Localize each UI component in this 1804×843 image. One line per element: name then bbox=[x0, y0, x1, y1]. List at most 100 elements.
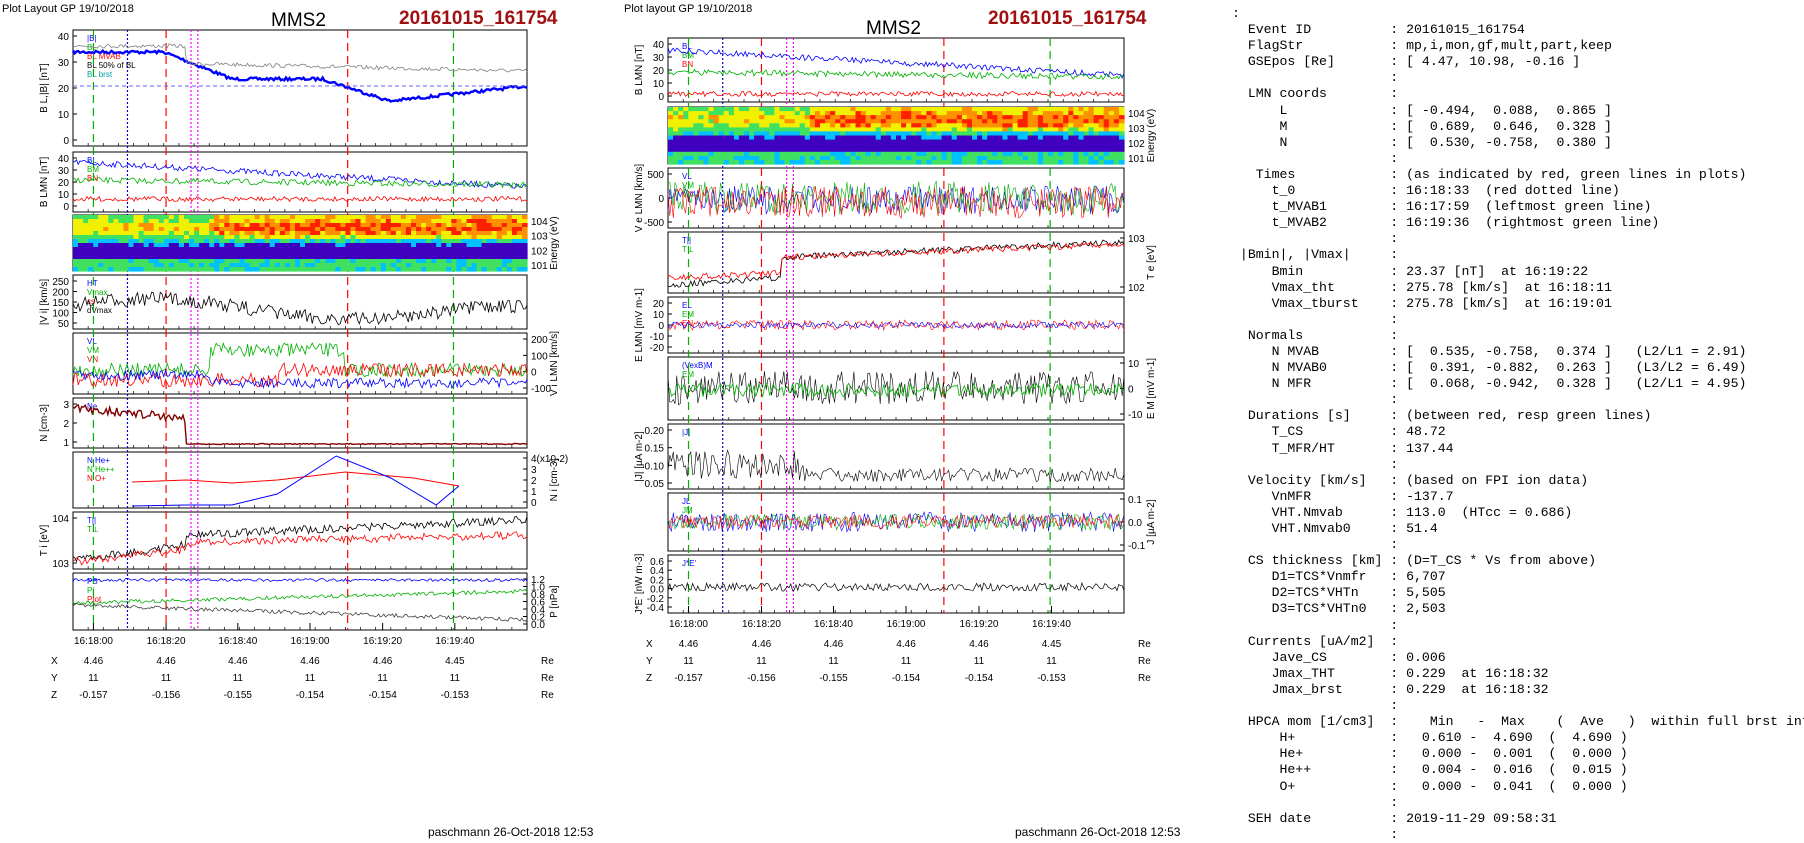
ion-spectrogram-cell bbox=[511, 255, 518, 260]
ion-spectrogram-cell bbox=[113, 259, 119, 264]
ion-spectrogram-cell bbox=[456, 239, 462, 244]
electron-spectrogram-cell bbox=[1017, 151, 1024, 157]
electron-spectrogram-cell bbox=[1037, 155, 1044, 161]
electron-spectrogram-cell bbox=[738, 127, 745, 133]
ion-spectrogram-cell bbox=[416, 215, 422, 220]
electron-spectrogram-cell bbox=[728, 119, 735, 124]
electron-spectrogram-cell bbox=[1118, 123, 1125, 128]
ion-spectrogram-cell bbox=[123, 215, 129, 220]
electron-spectrogram-cell bbox=[966, 159, 973, 165]
ion-spectrogram-cell bbox=[163, 255, 170, 260]
ion-spectrogram-cell bbox=[93, 215, 99, 220]
electron-spectrogram-cell bbox=[987, 111, 993, 116]
electron-spectrogram-cell bbox=[901, 155, 907, 161]
ion-spectrogram-cell bbox=[441, 231, 447, 236]
ion-spectrogram-cell bbox=[209, 243, 215, 248]
electron-spectrogram-cell bbox=[901, 115, 907, 120]
ion-spectrogram-cell bbox=[234, 267, 240, 272]
electron-spectrogram-cell bbox=[1002, 107, 1009, 112]
ion-spectrogram-cell bbox=[143, 235, 150, 240]
electron-spectrogram-cell bbox=[896, 107, 902, 112]
electron-spectrogram-cell bbox=[1048, 127, 1054, 133]
electron-spectrogram-cell bbox=[683, 123, 689, 128]
panel-frame bbox=[72, 511, 528, 570]
ion-spectrogram-cell bbox=[93, 251, 99, 256]
electron-spectrogram-cell bbox=[916, 147, 922, 153]
ion-spectrogram-cell bbox=[421, 259, 427, 264]
ion-spectrogram-cell bbox=[446, 259, 452, 264]
electron-spectrogram-cell bbox=[901, 159, 907, 165]
electron-spectrogram-cell bbox=[814, 135, 821, 141]
ion-spectrogram-cell bbox=[128, 223, 135, 228]
y-tick-label: 250 bbox=[52, 277, 69, 288]
electron-spectrogram-cell bbox=[885, 119, 892, 124]
electron-spectrogram-cell bbox=[936, 155, 943, 161]
ion-spectrogram-cell bbox=[128, 215, 135, 220]
electron-spectrogram-cell bbox=[896, 155, 902, 161]
ion-spectrogram-cell bbox=[128, 219, 135, 224]
electron-spectrogram-cell bbox=[1017, 107, 1024, 112]
ion-spectrogram-cell bbox=[289, 255, 296, 260]
electron-spectrogram-cell bbox=[1032, 151, 1039, 157]
ion-spectrogram-cell bbox=[133, 239, 140, 244]
ion-spectrogram-cell bbox=[148, 243, 155, 248]
ion-spectrogram-cell bbox=[355, 243, 362, 248]
legend-entry: T|| bbox=[87, 516, 96, 525]
electron-spectrogram-cell bbox=[733, 123, 740, 128]
ion-spectrogram-cell bbox=[325, 267, 331, 272]
electron-spectrogram-cell bbox=[1032, 155, 1039, 161]
electron-spectrogram-cell bbox=[890, 111, 897, 116]
ion-spectrogram-cell bbox=[320, 239, 326, 244]
electron-spectrogram-cell bbox=[931, 147, 938, 153]
electron-spectrogram-cell bbox=[749, 123, 755, 128]
electron-spectrogram-cell bbox=[678, 127, 684, 133]
ion-spectrogram-cell bbox=[310, 243, 316, 248]
electron-spectrogram-cell bbox=[1078, 123, 1085, 128]
ion-spectrogram-cell bbox=[229, 223, 235, 228]
electron-spectrogram-cell bbox=[738, 119, 745, 124]
y-tick-label: 0 bbox=[658, 321, 664, 332]
ion-spectrogram-cell bbox=[274, 243, 281, 248]
electron-spectrogram-cell bbox=[1063, 135, 1069, 141]
electron-spectrogram-cell bbox=[759, 127, 765, 133]
ion-spectrogram-cell bbox=[239, 247, 246, 252]
ion-spectrogram-cell bbox=[133, 227, 140, 232]
ion-spectrogram-cell bbox=[360, 223, 367, 228]
ion-spectrogram-cell bbox=[451, 267, 457, 272]
electron-spectrogram-cell bbox=[885, 115, 892, 120]
time-tick-label: 16:19:40 bbox=[1032, 619, 1071, 630]
legend-entry: BL 50% of BL bbox=[87, 61, 136, 70]
electron-spectrogram-cell bbox=[1002, 135, 1009, 141]
electron-spectrogram-cell bbox=[1108, 151, 1115, 157]
time-tick-label: 16:18:40 bbox=[814, 619, 853, 630]
ion-spectrogram-cell bbox=[289, 267, 296, 272]
ion-spectrogram-cell bbox=[128, 227, 135, 232]
ion-spectrogram-cell bbox=[254, 219, 261, 224]
ion-spectrogram-cell bbox=[209, 231, 215, 236]
electron-spectrogram-cell bbox=[906, 111, 912, 116]
electron-spectrogram-cell bbox=[683, 155, 689, 161]
electron-spectrogram-cell bbox=[911, 155, 917, 161]
ion-spectrogram-cell bbox=[375, 247, 382, 252]
ion-spectrogram-cell bbox=[148, 267, 155, 272]
ion-spectrogram-cell bbox=[506, 223, 513, 228]
pos-row-value: 11 bbox=[1046, 656, 1057, 667]
electron-spectrogram-cell bbox=[749, 143, 755, 149]
ion-spectrogram-cell bbox=[88, 251, 94, 256]
pos-row-label: X bbox=[51, 656, 58, 667]
ion-spectrogram-cell bbox=[199, 247, 205, 252]
ion-spectrogram-cell bbox=[385, 215, 392, 220]
ion-spectrogram-cell bbox=[88, 247, 94, 252]
electron-spectrogram-cell bbox=[728, 115, 735, 120]
electron-spectrogram-cell bbox=[1058, 111, 1064, 116]
electron-spectrogram-cell bbox=[1053, 135, 1059, 141]
electron-spectrogram-cell bbox=[1078, 111, 1085, 116]
electron-spectrogram-cell bbox=[997, 139, 1003, 145]
ion-spectrogram-cell bbox=[375, 251, 382, 256]
electron-spectrogram-cell bbox=[1012, 147, 1019, 153]
electron-spectrogram-cell bbox=[987, 143, 993, 149]
ion-spectrogram-cell bbox=[78, 255, 84, 260]
electron-spectrogram-cell bbox=[956, 111, 963, 116]
ion-spectrogram-cell bbox=[234, 235, 240, 240]
electron-spectrogram-cell bbox=[723, 139, 730, 145]
